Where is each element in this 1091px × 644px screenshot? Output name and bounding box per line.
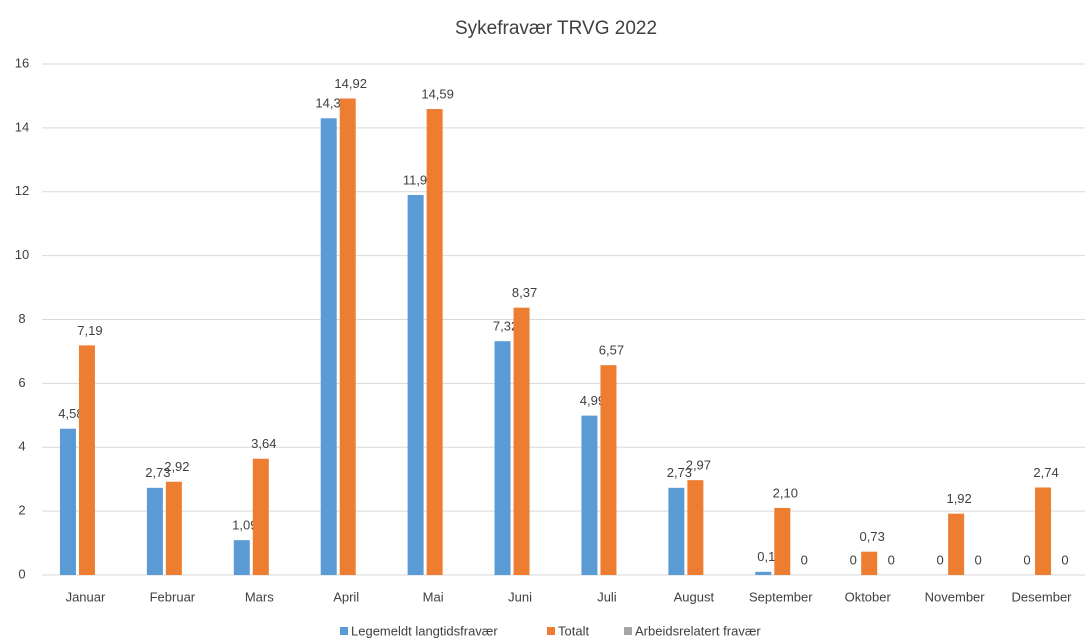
data-label: 3,64 xyxy=(251,436,276,451)
bar xyxy=(339,98,356,576)
bar xyxy=(948,513,965,575)
bar xyxy=(78,345,95,575)
bar xyxy=(165,481,182,575)
y-tick-label: 14 xyxy=(15,119,29,134)
y-tick-label: 0 xyxy=(18,566,25,581)
legend-label: Arbeidsrelatert fravær xyxy=(635,623,761,638)
x-tick-label: April xyxy=(333,589,359,604)
data-label: 2,92 xyxy=(164,459,189,474)
x-tick-label: September xyxy=(749,589,813,604)
y-tick-label: 16 xyxy=(15,55,29,70)
data-label: 14,92 xyxy=(334,76,367,91)
data-label: 2,74 xyxy=(1033,465,1058,480)
legend-swatch xyxy=(547,627,555,635)
data-label: 6,57 xyxy=(599,343,624,358)
x-tick-label: November xyxy=(925,589,986,604)
bar xyxy=(146,487,163,575)
x-tick-label: August xyxy=(674,589,715,604)
data-label: 0,73 xyxy=(860,529,885,544)
legend-label: Legemeldt langtidsfravær xyxy=(351,623,498,638)
chart-title: Sykefravær TRVG 2022 xyxy=(455,18,657,39)
data-label: 4,99 xyxy=(580,393,605,408)
data-label: 14,59 xyxy=(421,86,454,101)
data-label: 1,92 xyxy=(946,491,971,506)
data-label: 8,37 xyxy=(512,285,537,300)
data-label: 0 xyxy=(937,552,944,567)
bar xyxy=(494,341,511,575)
data-label: 4,58 xyxy=(58,406,83,421)
bar xyxy=(407,194,424,575)
x-tick-label: Desember xyxy=(1012,589,1073,604)
x-tick-label: Februar xyxy=(150,589,196,604)
data-label: 0 xyxy=(801,552,808,567)
bar xyxy=(600,365,617,575)
data-label: 7,19 xyxy=(77,323,102,338)
y-tick-label: 8 xyxy=(18,311,25,326)
data-label: 7,32 xyxy=(493,319,518,334)
bar xyxy=(861,551,878,575)
bar xyxy=(755,571,772,575)
bar xyxy=(581,415,598,575)
data-label: 0 xyxy=(1061,552,1068,567)
y-tick-label: 6 xyxy=(18,375,25,390)
data-label: 1,09 xyxy=(232,518,257,533)
data-label: 0 xyxy=(888,552,895,567)
data-label: 0 xyxy=(1023,552,1030,567)
x-tick-label: Mai xyxy=(423,589,444,604)
y-tick-label: 4 xyxy=(18,439,25,454)
legend-swatch xyxy=(340,627,348,635)
bar xyxy=(774,507,791,575)
bar xyxy=(513,307,530,575)
x-tick-label: Mars xyxy=(245,589,274,604)
y-tick-label: 10 xyxy=(15,247,29,262)
x-tick-label: Juni xyxy=(508,589,532,604)
data-label: 11,90 xyxy=(403,172,435,187)
data-label: 2,10 xyxy=(773,485,798,500)
bar xyxy=(687,480,704,575)
data-label: 0 xyxy=(975,552,982,567)
bar xyxy=(320,118,337,575)
data-label: 0 xyxy=(850,552,857,567)
bar xyxy=(233,540,250,575)
x-tick-label: Oktober xyxy=(845,589,892,604)
x-tick-label: Juli xyxy=(597,589,617,604)
bar xyxy=(426,109,443,576)
data-label: 2,73 xyxy=(145,465,170,480)
legend-swatch xyxy=(624,627,632,635)
data-label: 2,97 xyxy=(686,458,711,473)
bar xyxy=(668,487,685,575)
bar xyxy=(1035,487,1052,575)
bar xyxy=(59,428,76,575)
x-tick-label: Januar xyxy=(66,589,106,604)
y-tick-label: 2 xyxy=(18,503,25,518)
data-label: 2,73 xyxy=(667,465,692,480)
y-tick-label: 12 xyxy=(15,183,29,198)
bar xyxy=(252,458,269,575)
data-label: 0,1 xyxy=(757,549,775,564)
legend-label: Totalt xyxy=(558,623,589,638)
